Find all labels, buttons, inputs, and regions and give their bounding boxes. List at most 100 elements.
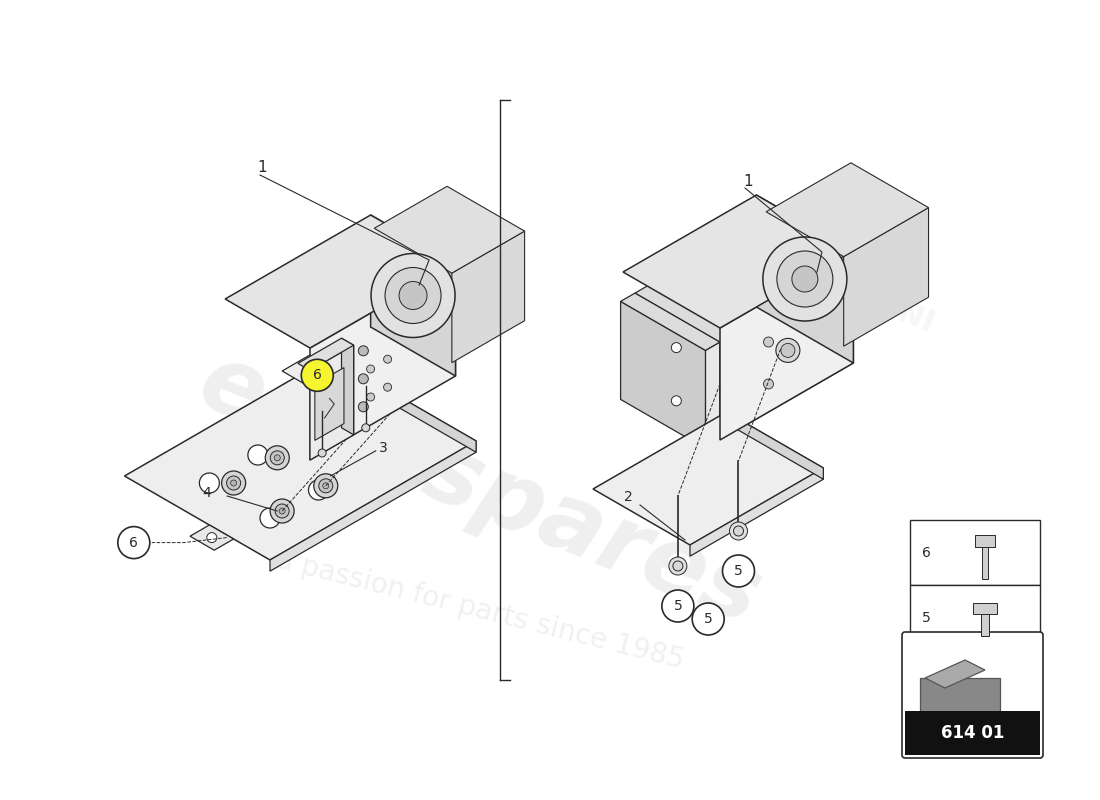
Polygon shape xyxy=(925,660,985,688)
Circle shape xyxy=(308,480,329,500)
Circle shape xyxy=(662,590,694,622)
Polygon shape xyxy=(298,338,353,370)
Circle shape xyxy=(311,364,323,376)
Polygon shape xyxy=(341,338,353,435)
Text: 5: 5 xyxy=(673,599,682,613)
Text: 6: 6 xyxy=(922,546,931,560)
Circle shape xyxy=(671,342,681,353)
Polygon shape xyxy=(720,251,854,440)
Circle shape xyxy=(322,482,329,489)
Bar xyxy=(982,547,988,579)
Circle shape xyxy=(366,365,375,373)
Circle shape xyxy=(221,471,245,495)
Polygon shape xyxy=(226,215,455,348)
Polygon shape xyxy=(844,208,928,346)
Circle shape xyxy=(763,337,773,347)
Circle shape xyxy=(669,557,686,575)
Text: 2: 2 xyxy=(624,490,632,504)
Circle shape xyxy=(274,454,280,461)
Polygon shape xyxy=(769,216,854,363)
Polygon shape xyxy=(620,293,721,350)
Text: 5: 5 xyxy=(704,612,713,626)
Text: 6: 6 xyxy=(312,368,321,382)
Circle shape xyxy=(260,508,280,528)
Polygon shape xyxy=(371,215,455,376)
Bar xyxy=(981,614,989,636)
Circle shape xyxy=(359,402,369,412)
Circle shape xyxy=(763,379,773,389)
Polygon shape xyxy=(452,231,525,362)
Polygon shape xyxy=(720,265,854,440)
Circle shape xyxy=(314,474,338,498)
Polygon shape xyxy=(331,357,476,452)
Polygon shape xyxy=(620,302,705,448)
Circle shape xyxy=(318,449,326,457)
Polygon shape xyxy=(757,195,854,363)
Circle shape xyxy=(777,251,833,307)
Bar xyxy=(910,520,1040,585)
Text: 5: 5 xyxy=(734,564,742,578)
Circle shape xyxy=(673,561,683,571)
Circle shape xyxy=(279,508,285,514)
Circle shape xyxy=(366,393,375,401)
Text: 5: 5 xyxy=(922,611,931,625)
Circle shape xyxy=(319,478,333,493)
Circle shape xyxy=(671,396,681,406)
Circle shape xyxy=(763,237,847,321)
Polygon shape xyxy=(374,186,525,273)
Circle shape xyxy=(301,359,333,391)
Circle shape xyxy=(207,533,217,542)
Polygon shape xyxy=(270,441,476,571)
Polygon shape xyxy=(310,346,353,460)
Text: 4: 4 xyxy=(202,486,211,500)
Text: a passion for parts since 1985: a passion for parts since 1985 xyxy=(273,546,688,674)
Circle shape xyxy=(227,476,241,490)
FancyBboxPatch shape xyxy=(902,632,1043,758)
Circle shape xyxy=(384,355,392,363)
Circle shape xyxy=(792,266,818,292)
Circle shape xyxy=(271,451,284,465)
Circle shape xyxy=(692,603,724,635)
Text: 1: 1 xyxy=(744,174,752,189)
Circle shape xyxy=(734,526,744,536)
Circle shape xyxy=(359,374,369,384)
Circle shape xyxy=(248,445,268,465)
Circle shape xyxy=(362,424,370,432)
Circle shape xyxy=(384,383,392,391)
Circle shape xyxy=(781,343,795,358)
Polygon shape xyxy=(190,525,233,550)
Polygon shape xyxy=(623,195,854,328)
Polygon shape xyxy=(726,412,824,479)
Polygon shape xyxy=(310,264,455,460)
Circle shape xyxy=(359,346,369,356)
Circle shape xyxy=(265,446,289,470)
Polygon shape xyxy=(315,368,344,440)
Polygon shape xyxy=(766,162,928,257)
Text: 1: 1 xyxy=(257,161,267,175)
Bar xyxy=(920,678,1000,716)
Bar xyxy=(910,585,1040,650)
Circle shape xyxy=(776,338,800,362)
Bar xyxy=(975,535,996,547)
Circle shape xyxy=(385,267,441,323)
Circle shape xyxy=(271,499,294,523)
Polygon shape xyxy=(705,342,720,448)
Circle shape xyxy=(231,480,236,486)
Bar xyxy=(905,711,1040,755)
Polygon shape xyxy=(635,216,854,342)
Circle shape xyxy=(118,526,150,558)
Circle shape xyxy=(729,522,748,540)
Text: 614 01: 614 01 xyxy=(942,724,1004,742)
Bar xyxy=(974,603,997,614)
Circle shape xyxy=(371,254,455,338)
Circle shape xyxy=(723,555,755,587)
Text: 3: 3 xyxy=(379,441,388,454)
Text: 6: 6 xyxy=(130,536,139,550)
Circle shape xyxy=(199,473,219,493)
Polygon shape xyxy=(593,412,824,545)
Text: LAMBORGHINI: LAMBORGHINI xyxy=(702,221,938,339)
Polygon shape xyxy=(282,350,355,392)
Polygon shape xyxy=(124,357,476,560)
Polygon shape xyxy=(690,468,824,556)
Circle shape xyxy=(399,282,427,310)
